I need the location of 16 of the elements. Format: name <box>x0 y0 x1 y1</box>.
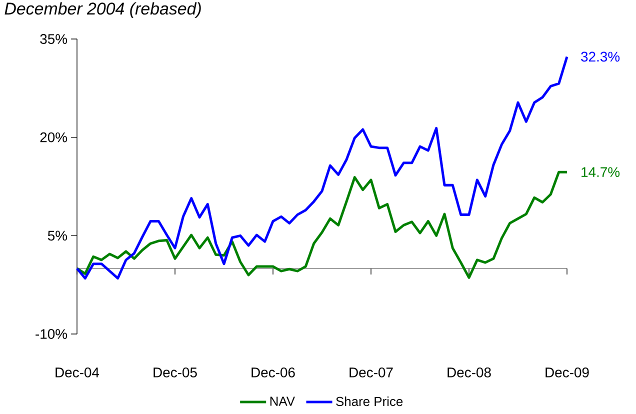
x-tick-label: Dec-04 <box>56 368 100 378</box>
y-tick-label: 5% <box>48 230 68 241</box>
x-tick-label: Dec-06 <box>252 368 295 378</box>
y-tick-label: -10% <box>36 329 68 339</box>
chart-title: December 2004 (rebased) <box>4 2 201 18</box>
y-tick-label: 35% <box>40 34 68 44</box>
legend-label: NAV <box>270 396 295 406</box>
line-series <box>76 55 568 280</box>
data-label: 32.3% <box>581 52 620 62</box>
x-tick-label: Dec-05 <box>154 368 197 378</box>
data-label: 14.7% <box>582 167 620 177</box>
x-tick-label: Dec-07 <box>350 368 393 378</box>
x-tick-label: Dec-08 <box>448 368 491 378</box>
x-tick-label: Dec-09 <box>546 368 589 378</box>
legend-label: Share Price <box>336 396 403 406</box>
y-tick-label: 20% <box>40 132 68 142</box>
